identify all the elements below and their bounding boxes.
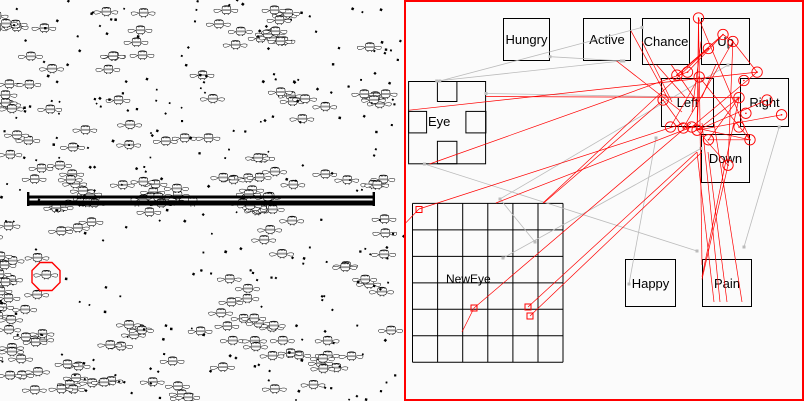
svg-text:NewEye: NewEye bbox=[446, 272, 491, 286]
